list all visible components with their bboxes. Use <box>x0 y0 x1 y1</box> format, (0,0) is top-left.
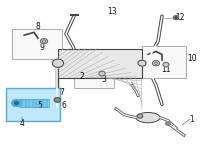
Text: 4: 4 <box>20 119 24 128</box>
FancyBboxPatch shape <box>74 63 114 88</box>
Bar <box>40 99 42 107</box>
Text: 7: 7 <box>60 88 64 97</box>
Circle shape <box>166 122 170 125</box>
Text: 1: 1 <box>190 115 194 124</box>
Bar <box>19 99 21 107</box>
Circle shape <box>137 114 143 118</box>
Text: 3: 3 <box>102 75 106 84</box>
FancyBboxPatch shape <box>142 46 186 78</box>
Circle shape <box>138 60 146 66</box>
Text: 9: 9 <box>40 42 44 52</box>
Bar <box>33 99 35 107</box>
Circle shape <box>12 100 21 106</box>
Bar <box>58 49 142 78</box>
Text: 10: 10 <box>187 54 197 63</box>
Circle shape <box>99 71 105 76</box>
FancyBboxPatch shape <box>6 88 60 121</box>
Text: 13: 13 <box>107 7 117 16</box>
Circle shape <box>52 59 64 67</box>
Bar <box>47 99 49 107</box>
Circle shape <box>54 98 61 102</box>
Ellipse shape <box>136 112 160 123</box>
Text: 5: 5 <box>38 101 42 110</box>
FancyBboxPatch shape <box>12 29 62 59</box>
Text: 6: 6 <box>62 101 66 110</box>
Bar <box>36 99 39 107</box>
Bar <box>26 99 28 107</box>
Bar <box>29 99 32 107</box>
Text: 11: 11 <box>161 65 171 74</box>
Circle shape <box>14 102 18 105</box>
Circle shape <box>163 62 169 67</box>
Text: 2: 2 <box>80 72 84 81</box>
Bar <box>43 99 46 107</box>
Circle shape <box>152 61 160 66</box>
Circle shape <box>173 16 179 20</box>
Text: 12: 12 <box>175 13 185 22</box>
Circle shape <box>40 39 48 44</box>
Bar <box>22 99 25 107</box>
Text: 8: 8 <box>36 22 40 31</box>
Circle shape <box>175 17 177 19</box>
